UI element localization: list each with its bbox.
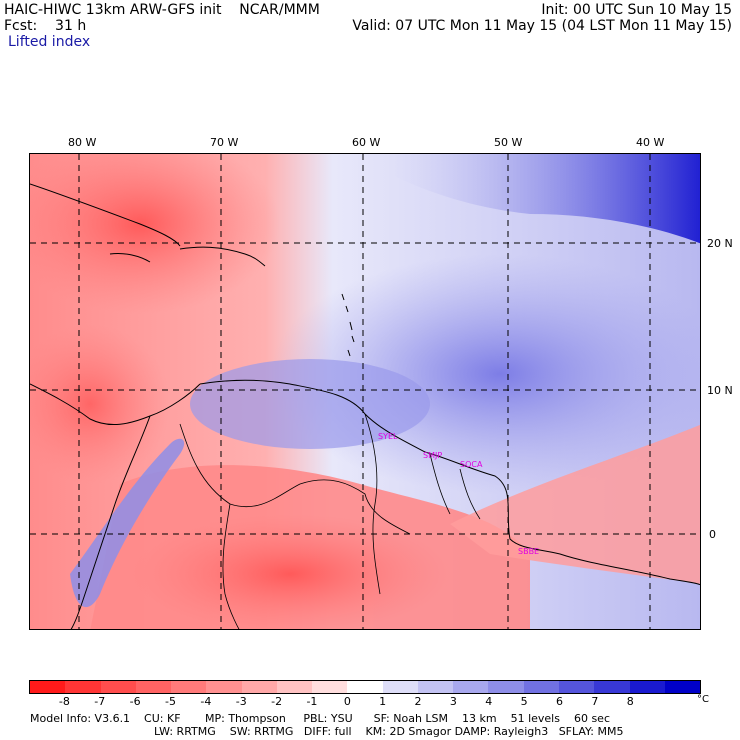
colorbar-cell [135,681,172,693]
colorbar-cell [382,681,418,693]
map-svg [30,154,700,629]
colorbar-cell [523,681,559,693]
colorbar-tick-label: 8 [626,695,634,708]
colorbar-cell [664,681,701,693]
model-info-line2: LW: RRTMG SW: RRTMG DIFF: full KM: 2D Sm… [154,725,624,738]
station-syel: SYEL [378,432,398,441]
colorbar-cell [312,681,348,693]
lon-label-80w: 80 W [68,136,97,149]
colorbar-cell [629,681,665,693]
forecast-hour: Fcst: 31 h [4,18,87,34]
field-red-southeast [450,424,700,584]
field-red-westcentral [30,324,170,484]
field-red-northwest [30,154,280,314]
colorbar-tick-label: -5 [164,695,176,708]
colorbar-cell [100,681,136,693]
country-borders [179,413,481,629]
lon-label-60w: 60 W [352,136,381,149]
lon-label-40w: 40 W [636,136,665,149]
colorbar-tick-label: -2 [271,695,283,708]
model-info-line1: Model Info: V3.6.1 CU: KF MP: Thompson P… [30,712,610,725]
station-sbbe: SBBE [518,547,540,556]
colorbar-tick-label: 6 [556,695,564,708]
colorbar-tick-label: -8 [58,695,70,708]
colorbar-tick-label: 4 [485,695,493,708]
field-blue-northeast [390,154,700,244]
colorbar-tick-label: -6 [129,695,141,708]
colorbar-tick-label: -3 [235,695,247,708]
colorbar-cell [171,681,207,693]
station-soca: SOCA [460,460,483,469]
colorbar-tick-label: 2 [414,695,422,708]
grid-lines [30,154,700,629]
lat-label-10n: 10 N [707,384,733,397]
colorbar-cell [453,681,489,693]
colorbar-cell [594,681,630,693]
colorbar-unit: °C [697,694,709,705]
colorbar-cell [276,681,313,693]
valid-time: Valid: 07 UTC Mon 11 May 15 (04 LST Mon … [352,18,732,34]
lon-label-50w: 50 W [494,136,523,149]
colorbar-tick-label: -1 [306,695,318,708]
lon-label-70w: 70 W [210,136,239,149]
plot-title: HAIC-HIWC 13km ARW-GFS init NCAR/MMM [4,2,320,18]
lat-label-eq: 0 [709,528,716,541]
coastlines [30,183,700,629]
colorbar-tick-label: 5 [520,695,528,708]
colorbar-tick-label: -7 [94,695,106,708]
colorbar-cell [65,681,101,693]
field-name: Lifted index [8,34,91,50]
colorbar-tick-label: 0 [343,695,351,708]
colorbar-cell [488,681,524,693]
lat-label-20n: 20 N [707,237,733,250]
colorbar-tick-label: -4 [200,695,212,708]
field-blue-caribbean [190,359,430,449]
field-blue-andes [70,438,185,608]
init-time: Init: 00 UTC Sun 10 May 15 [541,2,732,18]
colorbar-cell [417,681,454,693]
colorbar-tick-label: 7 [591,695,599,708]
lifted-index-map [29,153,701,630]
colorbar [29,680,701,694]
colorbar-tick-label: 1 [379,695,387,708]
colorbar-cell [30,681,66,693]
field-red-core-south [130,514,450,629]
colorbar-cell [206,681,242,693]
station-smjp: SMJP [423,451,443,460]
colorbar-tick-label: 3 [449,695,457,708]
colorbar-cell [241,681,277,693]
colorbar-cell [347,681,383,693]
colorbar-cell [558,681,595,693]
